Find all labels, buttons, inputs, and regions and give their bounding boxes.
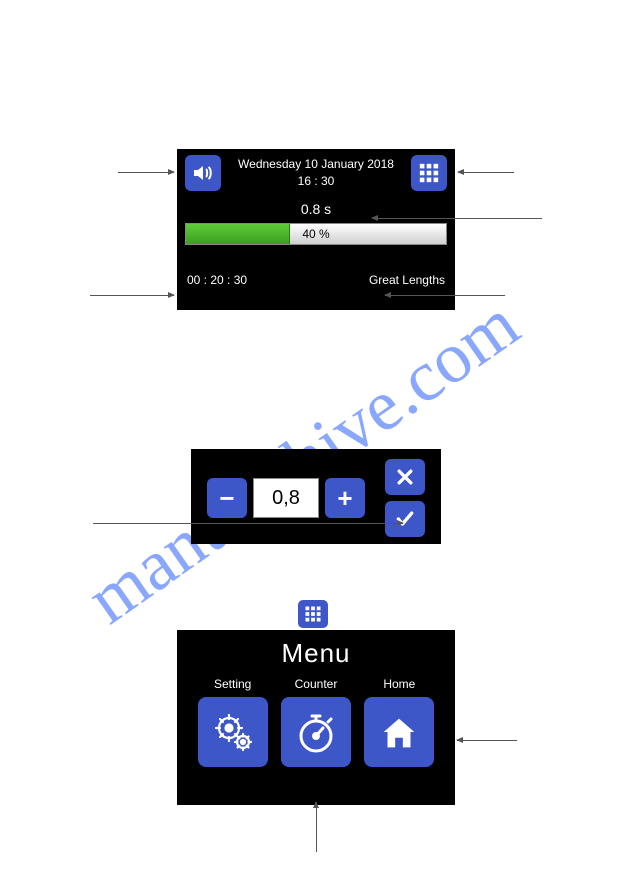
arrow-to-brand: [385, 295, 505, 296]
progress-label: 40 %: [302, 227, 329, 241]
value-editor-screen: − 0,8 +: [191, 449, 441, 544]
time-text: 16 : 30: [221, 174, 411, 188]
cancel-button[interactable]: [385, 459, 425, 495]
home-icon: [376, 709, 422, 755]
arrow-to-home: [457, 740, 517, 741]
footer-row: 00 : 20 : 30 Great Lengths: [185, 273, 447, 287]
counter-button[interactable]: [281, 697, 351, 767]
minus-button[interactable]: −: [207, 478, 247, 518]
menu-item-label: Counter: [274, 677, 357, 691]
editor-row: − 0,8 +: [207, 459, 425, 537]
close-icon: [395, 467, 415, 487]
gears-icon: [209, 708, 257, 756]
elapsed-time: 00 : 20 : 30: [187, 273, 247, 287]
stopwatch-icon: [292, 708, 340, 756]
home-button[interactable]: [364, 697, 434, 767]
menu-grid-button[interactable]: [411, 155, 447, 191]
arrow-to-sound: [118, 172, 174, 173]
arrow-to-elapsed: [90, 295, 174, 296]
arrow-to-confirm: [93, 523, 403, 524]
setting-button[interactable]: [198, 697, 268, 767]
confirm-button[interactable]: [385, 501, 425, 537]
duration-value: 0.8 s: [185, 201, 447, 217]
grid-icon-reference: [298, 600, 328, 628]
speaker-icon: [191, 161, 215, 185]
home-screen: Wednesday 10 January 2018 16 : 30 0.8 s …: [177, 149, 455, 310]
check-icon: [394, 509, 416, 529]
grid-icon: [304, 605, 322, 623]
menu-item-label: Home: [358, 677, 441, 691]
sound-button[interactable]: [185, 155, 221, 191]
header-row: Wednesday 10 January 2018 16 : 30: [185, 155, 447, 191]
value-input[interactable]: 0,8: [253, 478, 319, 518]
menu-title: Menu: [187, 638, 445, 669]
arrow-to-counter: [316, 802, 317, 852]
progress-fill: [186, 224, 290, 244]
brand-text: Great Lengths: [369, 273, 445, 287]
menu-items-row: Setting Counter: [187, 677, 445, 767]
arrow-to-duration: [372, 218, 542, 219]
progress-bar: 40 %: [185, 223, 447, 245]
menu-item-home: Home: [358, 677, 441, 767]
grid-icon: [418, 162, 440, 184]
menu-item-label: Setting: [191, 677, 274, 691]
arrow-to-grid: [458, 172, 514, 173]
menu-screen: Menu Setting Counter: [177, 630, 455, 805]
date-text: Wednesday 10 January 2018: [221, 157, 411, 171]
date-time-block: Wednesday 10 January 2018 16 : 30: [221, 155, 411, 188]
confirm-cancel-col: [385, 459, 425, 537]
plus-button[interactable]: +: [325, 478, 365, 518]
menu-item-counter: Counter: [274, 677, 357, 767]
menu-item-setting: Setting: [191, 677, 274, 767]
